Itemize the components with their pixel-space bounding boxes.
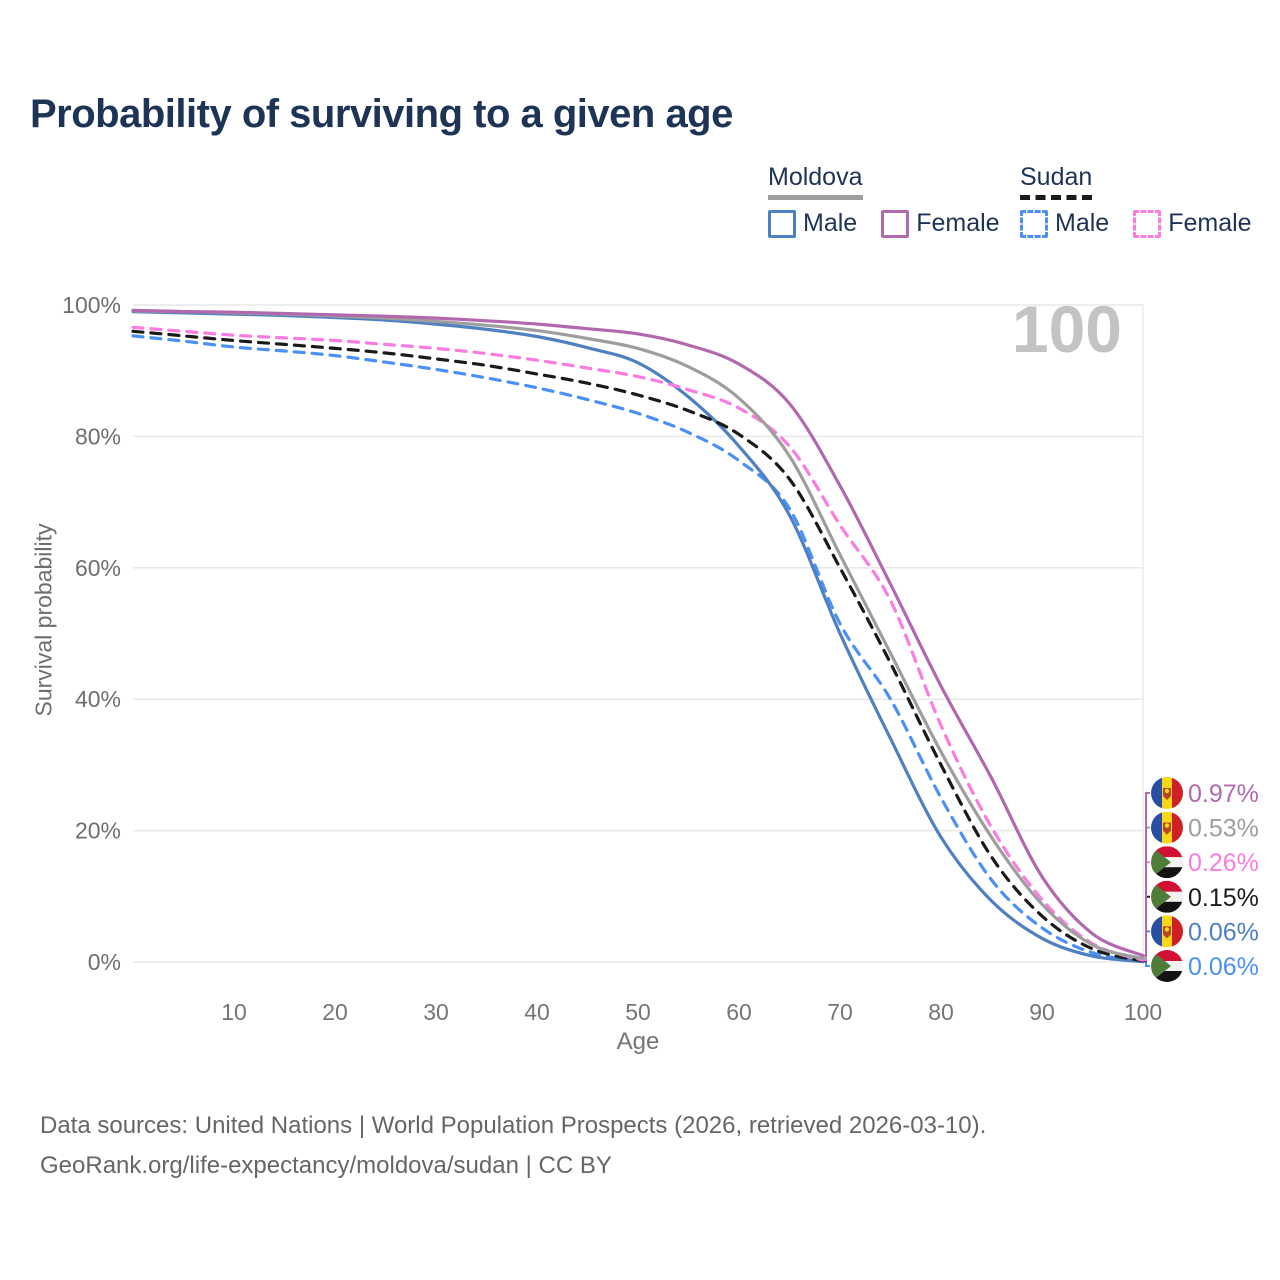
legend-country-sudan-label: Sudan bbox=[1020, 163, 1093, 191]
x-tick-label: 50 bbox=[625, 999, 651, 1025]
moldova-female-swatch-icon bbox=[881, 209, 910, 238]
legend-item-sudan-female-label: Female bbox=[1168, 209, 1252, 237]
x-tick-label: 10 bbox=[221, 999, 247, 1025]
legend-items-moldova: Male Female bbox=[768, 209, 1024, 238]
survival-curve-sudan-male bbox=[131, 334, 1145, 964]
sudan-male-swatch-icon bbox=[1020, 209, 1048, 238]
survival-curve-sudan-female bbox=[131, 325, 1145, 962]
moldova-flag-icon bbox=[1151, 915, 1183, 947]
legend-item-moldova-male[interactable]: Male bbox=[768, 209, 857, 238]
survival-curve-sudan-both-sexes bbox=[131, 329, 1145, 963]
legend-items-sudan: Male Female bbox=[1020, 209, 1276, 238]
legend-item-sudan-male-label: Male bbox=[1055, 209, 1110, 237]
footer-attribution-url: GeoRank.org/life-expectancy/moldova/suda… bbox=[40, 1152, 612, 1179]
survival-curve-moldova-both-sexes bbox=[131, 309, 1145, 961]
sudan-flag-icon bbox=[1151, 846, 1183, 878]
y-tick-label: 60% bbox=[75, 555, 121, 581]
legend-item-sudan-female[interactable]: Female bbox=[1133, 209, 1252, 238]
survival-curve-moldova-female bbox=[131, 308, 1145, 958]
y-tick-label: 100% bbox=[62, 292, 121, 318]
x-tick-label: 30 bbox=[423, 999, 449, 1025]
legend-country-moldova: Moldova bbox=[768, 163, 863, 200]
legend-item-moldova-female-label: Female bbox=[916, 209, 1000, 237]
legend-item-moldova-male-label: Male bbox=[803, 209, 858, 237]
grid-layer: 0% 20% 40% 60% 80% 100% 10 20 30 40 50 60 70 80 90 100 bbox=[62, 292, 1162, 1025]
footer-data-sources: Data sources: United Nations | World Pop… bbox=[40, 1112, 987, 1139]
series-layer bbox=[131, 308, 1145, 964]
end-value-label: 0.06% bbox=[1188, 953, 1259, 981]
legend-group-moldova: Moldova Male Female bbox=[768, 163, 1024, 238]
x-tick-label: 40 bbox=[524, 999, 550, 1025]
x-tick-label: 90 bbox=[1029, 999, 1055, 1025]
x-tick-label: 60 bbox=[726, 999, 752, 1025]
sudan-flag-icon bbox=[1151, 950, 1183, 982]
x-tick-label: 100 bbox=[1124, 999, 1162, 1025]
survival-curve-moldova-male bbox=[131, 310, 1145, 964]
x-tick-label: 80 bbox=[928, 999, 954, 1025]
sudan-female-swatch-icon bbox=[1133, 209, 1162, 238]
x-axis-label: Age bbox=[616, 1028, 660, 1055]
end-value-label: 0.53% bbox=[1188, 815, 1259, 843]
y-tick-label: 40% bbox=[75, 686, 121, 712]
x-tick-label: 20 bbox=[322, 999, 348, 1025]
legend-group-sudan: Sudan Male Female bbox=[1020, 163, 1276, 238]
legend-item-moldova-female[interactable]: Female bbox=[881, 209, 1000, 238]
page-title: Probability of surviving to a given age bbox=[30, 92, 733, 136]
moldova-male-swatch-icon bbox=[768, 209, 796, 238]
footer: Data sources: United Nations | World Pop… bbox=[40, 1106, 986, 1186]
x-tick-label: 70 bbox=[827, 999, 853, 1025]
y-tick-label: 80% bbox=[75, 423, 121, 449]
legend-item-sudan-male[interactable]: Male bbox=[1020, 209, 1109, 238]
end-value-label: 0.97% bbox=[1188, 780, 1259, 808]
sudan-flag-icon bbox=[1151, 881, 1183, 913]
end-value-label: 0.15% bbox=[1188, 884, 1259, 912]
end-label-layer: 0.06% 0.06% 0.15% 0.26% 0.53% 0.97% bbox=[1143, 777, 1259, 982]
label-connector bbox=[1143, 792, 1150, 957]
legend-country-moldova-label: Moldova bbox=[768, 163, 863, 191]
moldova-flag-icon bbox=[1151, 777, 1183, 809]
end-value-label: 0.26% bbox=[1188, 849, 1259, 877]
moldova-flag-icon bbox=[1151, 812, 1183, 844]
end-value-label: 0.06% bbox=[1188, 918, 1259, 946]
y-tick-label: 0% bbox=[88, 949, 121, 975]
y-tick-label: 20% bbox=[75, 818, 121, 844]
legend-country-sudan: Sudan bbox=[1020, 163, 1093, 200]
age-watermark: 100 bbox=[1011, 292, 1122, 366]
